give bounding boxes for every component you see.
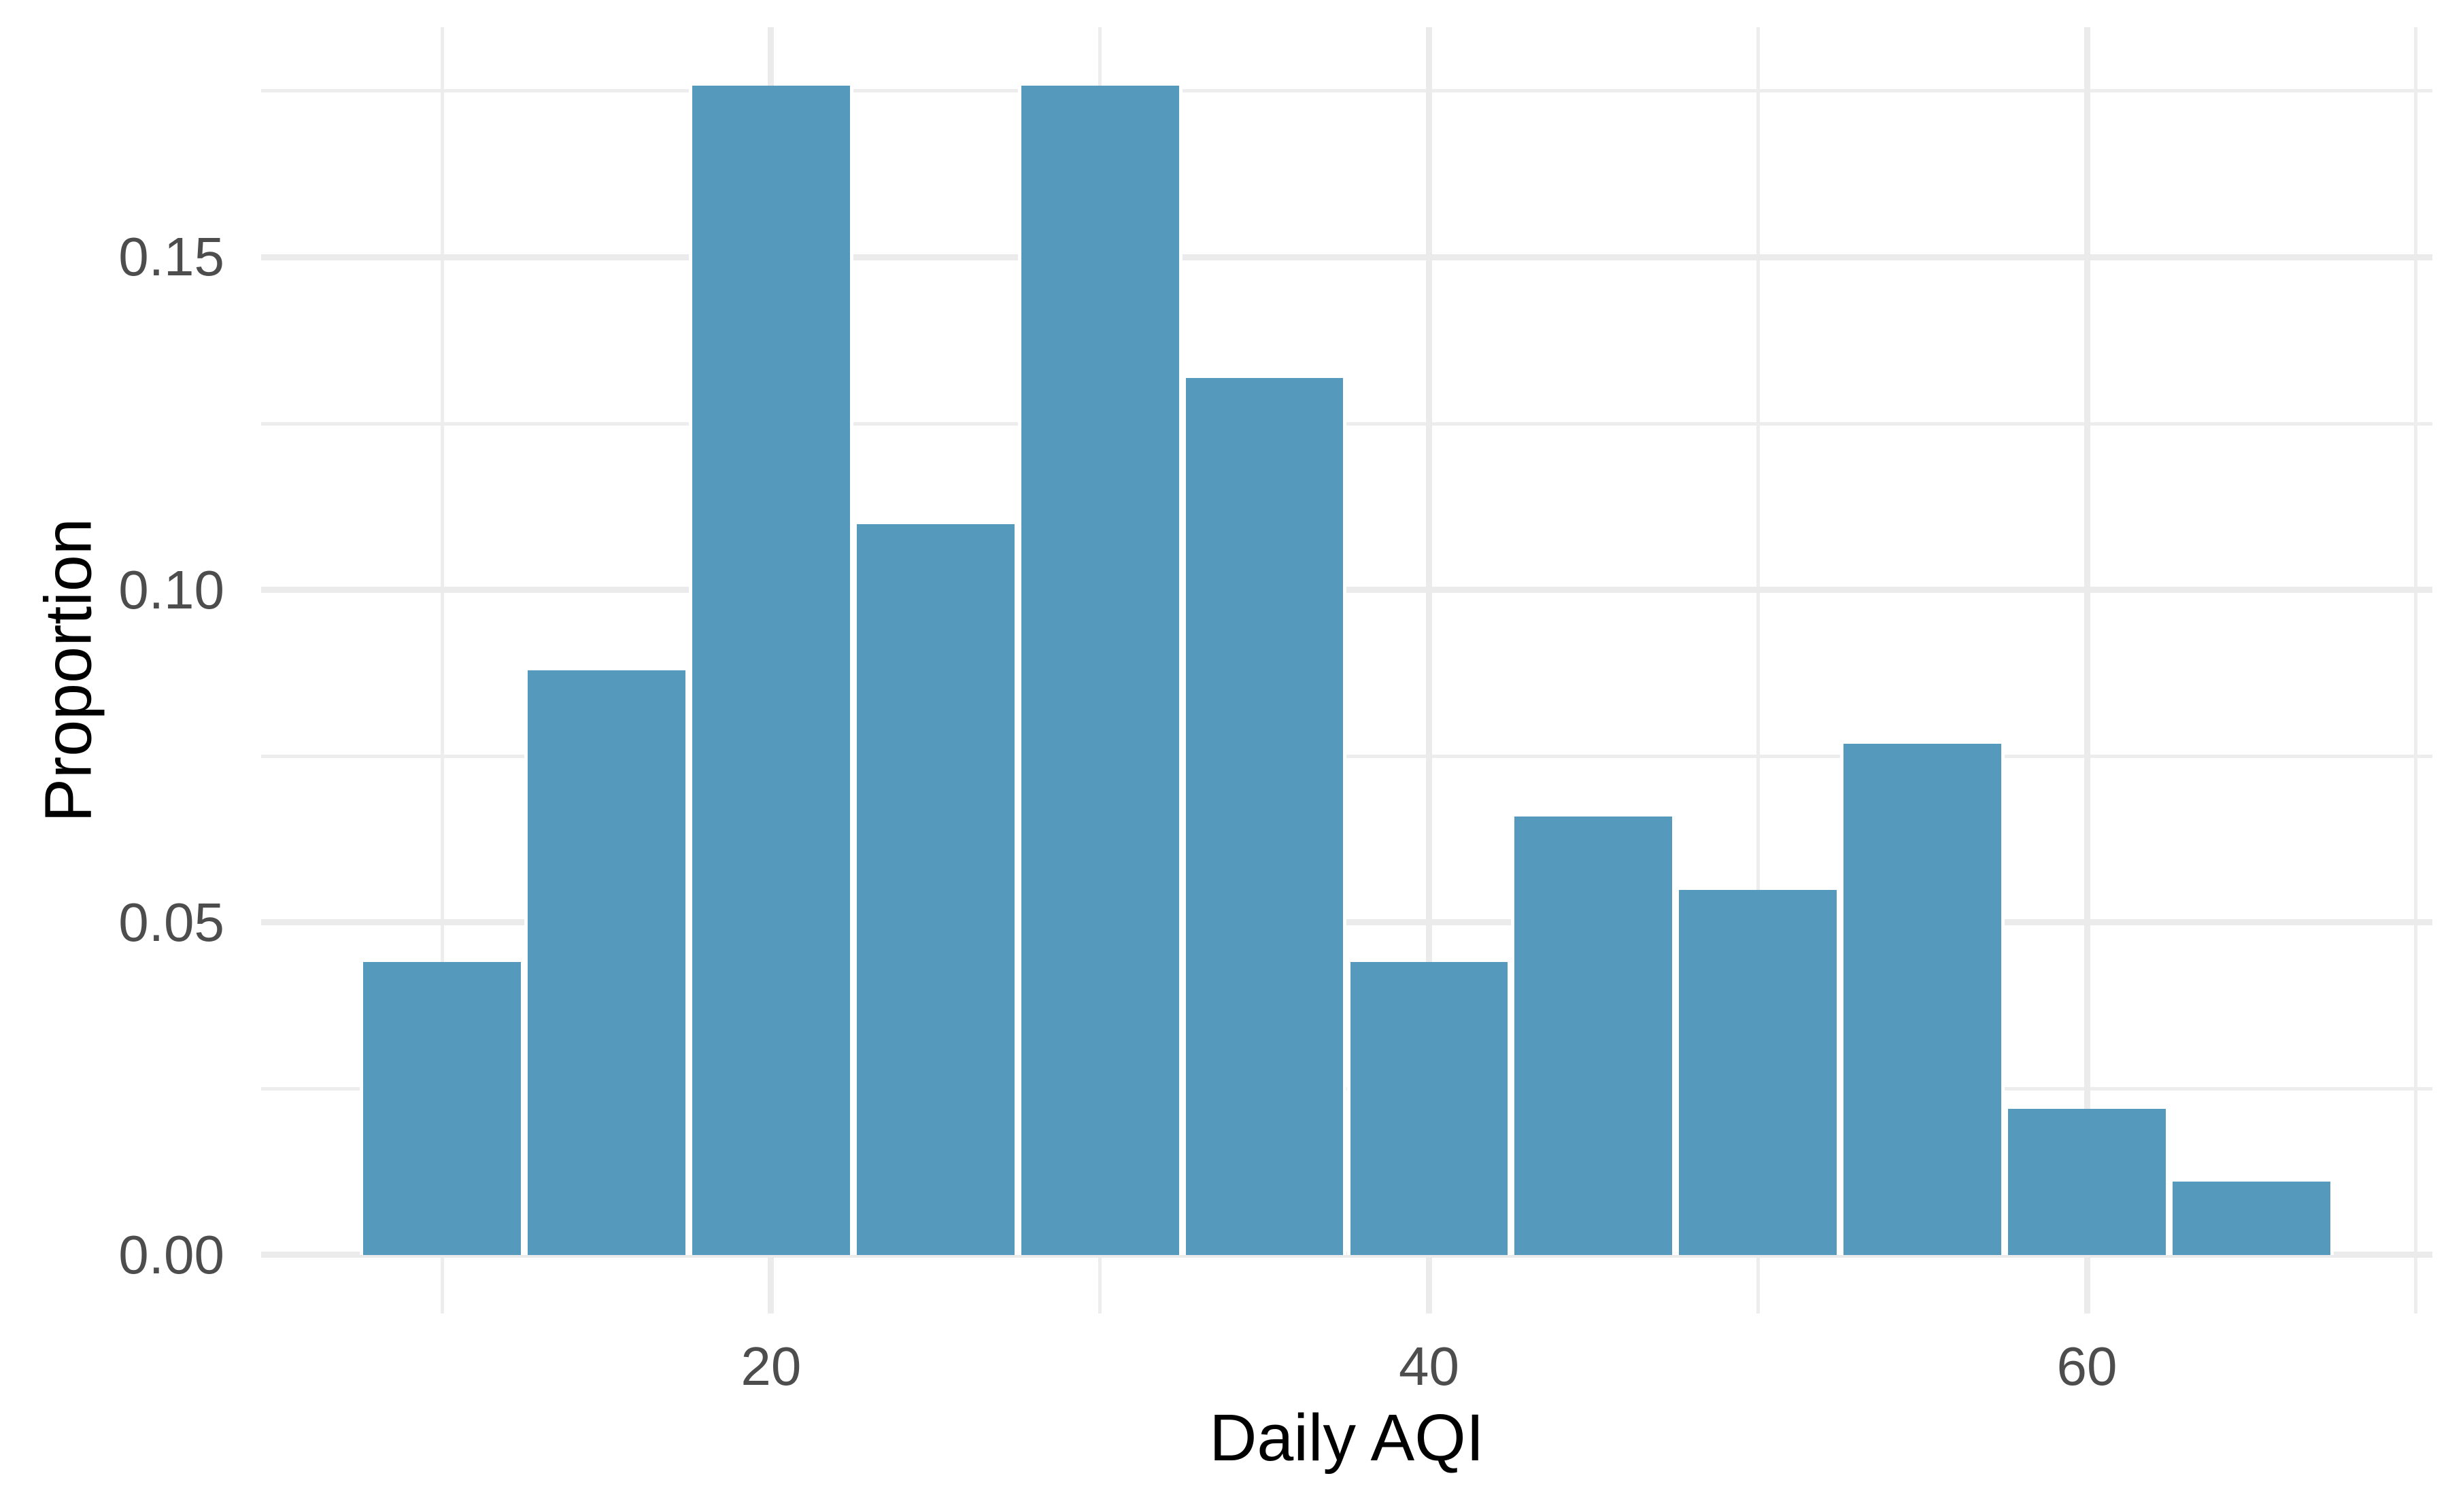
x-minor-gridline (1756, 27, 1760, 1313)
x-tick-label: 40 (1398, 1336, 1459, 1396)
histogram-bar (2169, 1182, 2334, 1255)
histogram-bar (1511, 817, 1676, 1255)
y-minor-gridline (261, 422, 2432, 426)
y-tick-label: 0.00 (118, 1224, 224, 1285)
y-minor-gridline (261, 89, 2432, 93)
x-axis-title: Daily AQI (1209, 1401, 1484, 1475)
y-major-gridline (261, 587, 2432, 594)
y-major-gridline (261, 919, 2432, 926)
histogram-bar (2005, 1108, 2169, 1255)
x-minor-gridline (440, 27, 444, 1313)
y-major-gridline (261, 254, 2432, 260)
x-tick-label: 20 (741, 1336, 802, 1396)
histogram-bar (1676, 889, 1841, 1255)
y-tick-label: 0.10 (118, 559, 224, 620)
y-axis-title: Proportion (31, 518, 105, 823)
x-major-gridline (2084, 27, 2090, 1313)
y-major-gridline (261, 1252, 2432, 1258)
histogram-bar (853, 523, 1018, 1255)
histogram-bar (1346, 962, 1512, 1255)
x-tick-label: 60 (2056, 1336, 2118, 1396)
x-minor-gridline (2414, 27, 2418, 1313)
x-major-gridline (1425, 27, 1432, 1313)
histogram-bar (524, 670, 689, 1255)
y-minor-gridline (261, 754, 2432, 758)
histogram-bar (1182, 377, 1347, 1255)
histogram-bar (1017, 86, 1183, 1255)
y-tick-label: 0.05 (118, 891, 224, 952)
histogram-bar (360, 962, 525, 1255)
histogram-bar (688, 86, 853, 1255)
y-tick-label: 0.15 (118, 226, 224, 288)
histogram-bar (1840, 743, 2005, 1255)
